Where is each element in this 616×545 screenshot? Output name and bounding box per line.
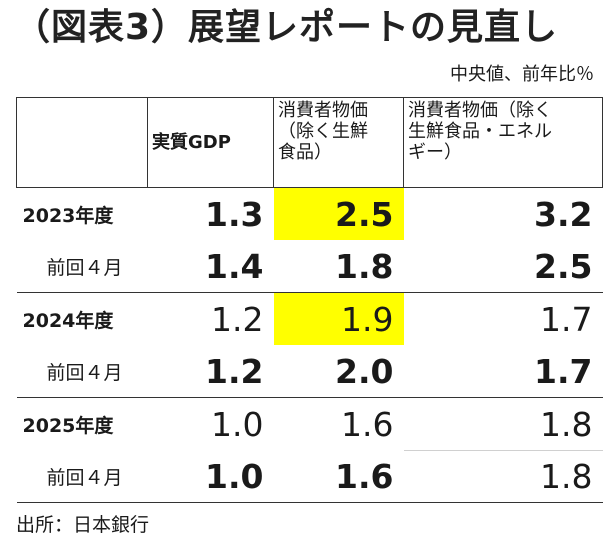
cell-cpi-core-core: 1.7 bbox=[403, 345, 603, 398]
cell-cpi-core: 1.8 bbox=[273, 240, 404, 293]
header-cpi-core-line3: 食品） bbox=[278, 142, 332, 163]
cell-cpi-core: 1.6 bbox=[273, 397, 404, 450]
row-label-fy2023: 2023年度 bbox=[16, 187, 148, 240]
table-header-row: 実質GDP 消費者物価 （除く生鮮 食品） 消費者物価（除く 生鮮食品・エネル … bbox=[16, 97, 603, 188]
table-row: 2024年度 1.2 1.9 1.7 bbox=[16, 292, 603, 345]
table-row: 前回４月 1.0 1.6 1.8 bbox=[16, 450, 603, 503]
cell-gdp: 1.2 bbox=[147, 345, 274, 398]
table-row: 2023年度 1.3 2.5 3.2 bbox=[16, 187, 603, 240]
cell-gdp: 1.0 bbox=[147, 450, 274, 503]
header-cpi-core-core-line2: 生鮮食品・エネル bbox=[408, 121, 552, 142]
cell-cpi-core: 1.9 bbox=[273, 292, 404, 345]
row-label-fy2024: 2024年度 bbox=[16, 292, 148, 345]
header-cpi-core: 消費者物価 （除く生鮮 食品） bbox=[273, 97, 404, 188]
unit-note: 中央値、前年比％ bbox=[450, 64, 594, 85]
table-row: 前回４月 1.4 1.8 2.5 bbox=[16, 240, 603, 293]
cell-cpi-core-core: 3.2 bbox=[403, 187, 603, 240]
table-row: 前回４月 1.2 2.0 1.7 bbox=[16, 345, 603, 398]
forecast-table: 実質GDP 消費者物価 （除く生鮮 食品） 消費者物価（除く 生鮮食品・エネル … bbox=[16, 97, 603, 503]
header-corner bbox=[16, 97, 148, 188]
row-label-fy2025: 2025年度 bbox=[16, 397, 148, 450]
cell-cpi-core-core: 2.5 bbox=[403, 240, 603, 293]
header-cpi-core-line1: 消費者物価 bbox=[278, 100, 368, 121]
cell-gdp: 1.4 bbox=[147, 240, 274, 293]
cell-cpi-core: 2.5 bbox=[273, 187, 404, 240]
row-label-previous-april: 前回４月 bbox=[16, 240, 148, 293]
cell-cpi-core: 1.6 bbox=[273, 450, 404, 503]
row-label-previous-april: 前回４月 bbox=[16, 450, 148, 503]
cell-cpi-core-core: 1.8 bbox=[403, 450, 603, 503]
header-cpi-core-core: 消費者物価（除く 生鮮食品・エネル ギー） bbox=[403, 97, 603, 188]
cell-cpi-core-core: 1.7 bbox=[403, 292, 603, 345]
header-cpi-core-line2: （除く生鮮 bbox=[278, 121, 368, 142]
cell-gdp: 1.2 bbox=[147, 292, 274, 345]
cell-cpi-core-core: 1.8 bbox=[403, 397, 603, 450]
row-label-previous-april: 前回４月 bbox=[16, 345, 148, 398]
cell-gdp: 1.0 bbox=[147, 397, 274, 450]
cell-gdp: 1.3 bbox=[147, 187, 274, 240]
source-note: 出所：日本銀行 bbox=[16, 514, 150, 536]
header-cpi-core-core-line3: ギー） bbox=[408, 142, 462, 163]
page-title: （図表3）展望レポートの見直し bbox=[14, 7, 559, 48]
table-row: 2025年度 1.0 1.6 1.8 bbox=[16, 397, 603, 450]
cell-cpi-core: 2.0 bbox=[273, 345, 404, 398]
header-cpi-core-core-line1: 消費者物価（除く bbox=[408, 100, 552, 121]
header-real-gdp: 実質GDP bbox=[147, 97, 274, 188]
